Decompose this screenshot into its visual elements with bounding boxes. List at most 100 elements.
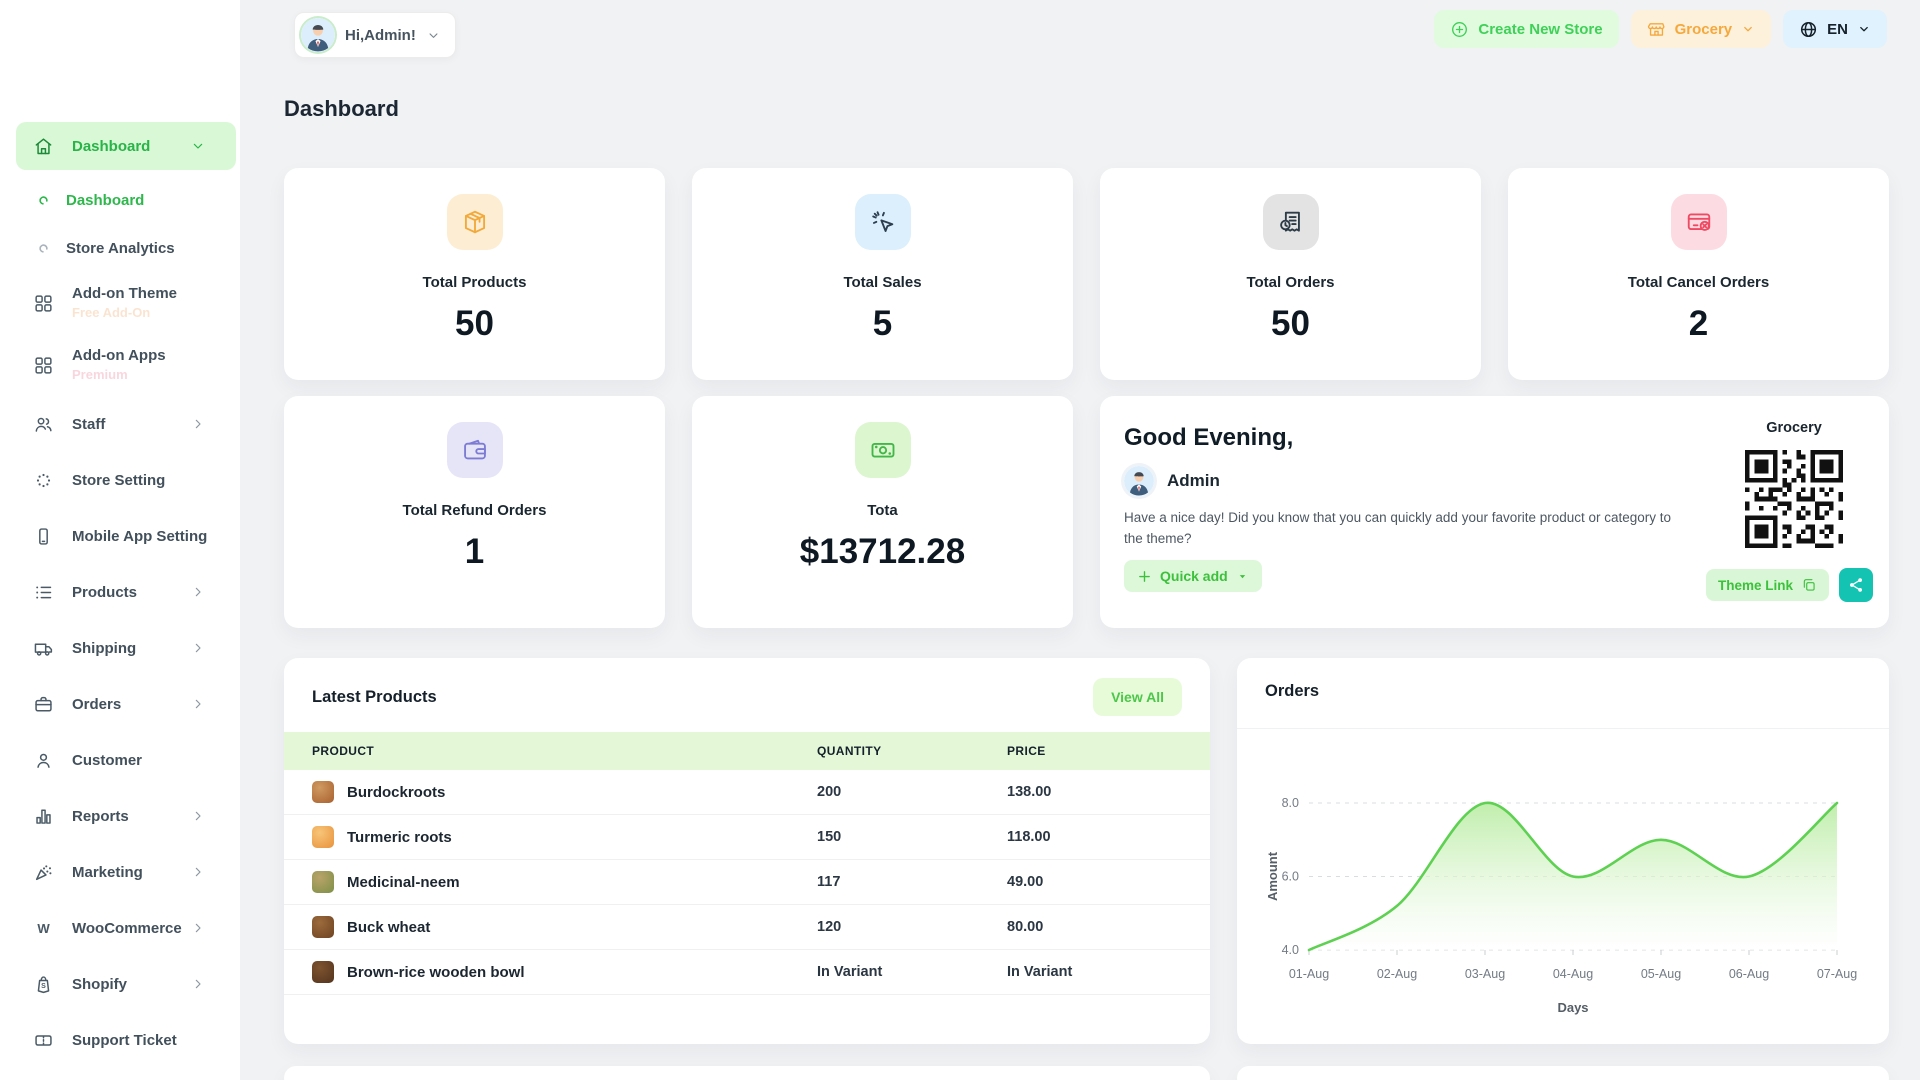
- product-name: Burdockroots: [347, 783, 446, 801]
- sidebar-item-add-on-apps[interactable]: Add-on Apps Premium: [0, 334, 240, 396]
- stat-label: Total Refund Orders: [402, 502, 547, 519]
- sidebar-item-store-setting[interactable]: Store Setting: [0, 452, 240, 508]
- store-switcher-label: Grocery: [1674, 20, 1733, 38]
- language-label: EN: [1827, 20, 1848, 38]
- chevron-right-icon: [190, 920, 206, 936]
- product-price: 80.00: [1007, 919, 1044, 935]
- latest-products-header: Latest Products View All: [284, 658, 1210, 732]
- col-price: PRICE: [1007, 744, 1046, 758]
- quick-add-button[interactable]: Quick add: [1124, 560, 1262, 592]
- col-product: PRODUCT: [312, 744, 375, 758]
- create-new-store-button[interactable]: Create New Store: [1434, 10, 1619, 48]
- chevron-down-icon: [1857, 22, 1871, 36]
- chevron-right-icon: [190, 976, 206, 992]
- grid-icon: [33, 355, 54, 376]
- product-quantity: 200: [817, 784, 842, 800]
- quick-add-label: Quick add: [1160, 568, 1228, 584]
- product-quantity: 120: [817, 919, 842, 935]
- product-price: 138.00: [1007, 784, 1052, 800]
- partial-card-right: [1237, 1066, 1889, 1080]
- user-menu[interactable]: Hi,Admin!: [294, 12, 456, 58]
- product-name: Medicinal-neem: [347, 873, 460, 891]
- svg-text:Amount: Amount: [1265, 851, 1280, 901]
- greeting-title: Good Evening,: [1124, 424, 1294, 451]
- sidebar-item-staff[interactable]: Staff: [0, 396, 240, 452]
- svg-text:03-Aug: 03-Aug: [1465, 967, 1505, 981]
- sidebar-item-marketing[interactable]: Marketing: [0, 844, 240, 900]
- storefront-icon: [1647, 20, 1666, 39]
- stat-value: 5: [872, 304, 893, 343]
- list-icon: [33, 582, 54, 603]
- globe-icon: [1799, 20, 1818, 39]
- sidebar-item-reports[interactable]: Reports: [0, 788, 240, 844]
- sidebar-item-label: Shipping: [72, 639, 137, 657]
- product-name: Turmeric roots: [347, 828, 452, 846]
- sidebar-item-label: Mobile App Setting: [72, 527, 208, 545]
- sidebar-item-woocommerce[interactable]: W WooCommerce: [0, 900, 240, 956]
- sidebar-item-label: Marketing: [72, 863, 143, 881]
- stat-value: 50: [455, 304, 494, 343]
- divider: [1237, 728, 1889, 729]
- sidebar-item-mobile-app-setting[interactable]: Mobile App Setting: [0, 508, 240, 564]
- product-row[interactable]: Burdockroots 200 138.00: [284, 770, 1210, 815]
- sidebar-item-shopify[interactable]: S Shopify: [0, 956, 240, 1012]
- view-all-button[interactable]: View All: [1093, 678, 1182, 716]
- main-content: Hi,Admin! Create New Store Grocery EN Da…: [284, 0, 1889, 1080]
- greeting-card: Good Evening, Admin Have a nice day! Did…: [1100, 396, 1889, 628]
- stat-label: Total Sales: [843, 274, 922, 291]
- sidebar-item-customer[interactable]: Customer: [0, 732, 240, 788]
- svg-text:02-Aug: 02-Aug: [1377, 967, 1417, 981]
- product-name: Buck wheat: [347, 918, 431, 936]
- store-switcher-button[interactable]: Grocery: [1630, 10, 1772, 48]
- products-table-header: PRODUCT QUANTITY PRICE: [284, 732, 1210, 770]
- language-button[interactable]: EN: [1783, 10, 1887, 48]
- stat-card-tota: Tota $13712.28: [692, 396, 1073, 628]
- product-image: [312, 781, 334, 803]
- plus-circle-icon: [1450, 20, 1469, 39]
- sidebar-item-label: Staff: [72, 415, 106, 433]
- sidebar-item-label: Dashboard: [72, 137, 151, 155]
- home-icon: [33, 136, 54, 157]
- orders-chart-title: Orders: [1265, 682, 1320, 700]
- stat-label: Tota: [867, 502, 898, 519]
- stat-label: Total Cancel Orders: [1627, 274, 1770, 291]
- product-name: Brown-rice wooden bowl: [347, 963, 525, 981]
- users-icon: [33, 414, 54, 435]
- product-row[interactable]: Medicinal-neem 117 49.00: [284, 860, 1210, 905]
- store-name-label: Grocery: [1766, 420, 1822, 436]
- grid-icon: [33, 293, 54, 314]
- sidebar-item-label: WooCommerce: [72, 919, 182, 937]
- sidebar-item-store-analytics[interactable]: Store Analytics: [0, 224, 240, 272]
- sidebar-item-orders[interactable]: Orders: [0, 676, 240, 732]
- sidebar-item-shipping[interactable]: Shipping: [0, 620, 240, 676]
- svg-text:07-Aug: 07-Aug: [1817, 967, 1857, 981]
- create-new-store-label: Create New Store: [1478, 20, 1603, 38]
- svg-text:6.0: 6.0: [1282, 870, 1299, 884]
- latest-products-card: Latest Products View All PRODUCT QUANTIT…: [284, 658, 1210, 1044]
- topbar-actions: Create New Store Grocery EN: [1434, 10, 1887, 48]
- chevron-right-icon: [190, 864, 206, 880]
- stat-card-total-products: Total Products 50: [284, 168, 665, 380]
- sidebar-item-add-on-theme[interactable]: Add-on Theme Free Add-On: [0, 272, 240, 334]
- product-row[interactable]: Turmeric roots 150 118.00: [284, 815, 1210, 860]
- product-row[interactable]: Brown-rice wooden bowl In Variant In Varia…: [284, 950, 1210, 995]
- share-button[interactable]: [1839, 568, 1873, 602]
- user-icon: [33, 750, 54, 771]
- admin-avatar: [1124, 466, 1154, 496]
- theme-link-button[interactable]: Theme Link: [1705, 569, 1829, 601]
- sidebar-item-dashboard[interactable]: Dashboard: [16, 122, 236, 170]
- greeting-admin-row: Admin: [1124, 466, 1220, 496]
- loader-icon: [36, 241, 51, 256]
- product-row[interactable]: Buck wheat 120 80.00: [284, 905, 1210, 950]
- chevron-right-icon: [190, 808, 206, 824]
- stat-card-total-orders: Total Orders 50: [1100, 168, 1481, 380]
- theme-link-label: Theme Link: [1717, 577, 1793, 593]
- sidebar-item-label: Store Analytics: [66, 239, 175, 257]
- sidebar-item-products[interactable]: Products: [0, 564, 240, 620]
- sidebar-item-dashboard-sub[interactable]: Dashboard: [0, 176, 240, 224]
- sidebar-item-label: Store Setting: [72, 471, 166, 489]
- chevron-down-icon: [1741, 22, 1755, 36]
- stat-card-total-sales: Total Sales 5: [692, 168, 1073, 380]
- chevron-down-icon: [190, 138, 206, 154]
- sidebar-item-support-ticket[interactable]: Support Ticket: [0, 1012, 240, 1068]
